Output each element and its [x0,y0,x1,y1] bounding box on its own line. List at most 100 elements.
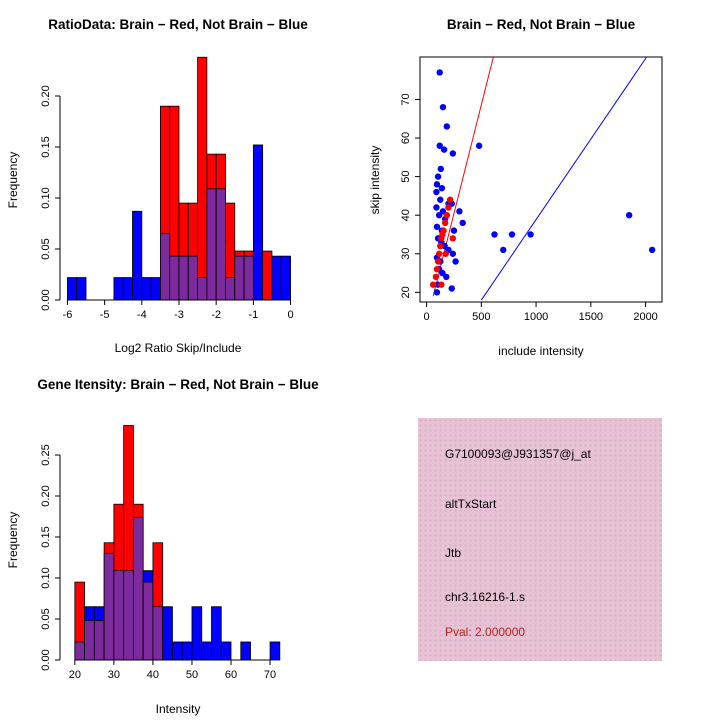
histogram-bar [280,255,291,301]
plot-box [419,56,663,303]
x-tick-label: 60 [225,669,237,681]
y-tick-label: 0.15 [40,136,52,157]
scatter-point-blue [436,69,443,76]
scatter-xlabel: include intensity [498,344,584,358]
scatter-point-blue [648,246,656,254]
scatter-point-blue [448,285,455,292]
x-tick-label: -4 [137,309,147,321]
gene-hist-title: Gene Itensity: Brain − Red, Not Brain − … [37,377,319,392]
y-tick-label: 60 [400,132,412,144]
scatter-point-blue [433,289,441,296]
gene-hist-xlabel: Intensity [155,702,201,716]
histogram-bar-overlap [197,277,208,301]
scatter-point-red [443,211,451,219]
x-tick-label: -6 [63,309,73,321]
scatter-point-blue [437,196,444,203]
y-tick-label: 0.10 [40,187,52,208]
y-tick-label: 0.05 [40,238,52,259]
y-tick-label: 0.25 [40,444,52,465]
chromosome-location-text: chr3.16216-1.s [445,590,526,604]
histogram-bar [220,641,232,661]
scatter-point-blue [443,273,450,281]
scatter-point-red [445,204,452,211]
scatter-point-blue [449,150,457,157]
scatter-point-red [449,235,457,242]
y-tick-label: 0.15 [40,526,52,547]
histogram-bar-overlap [159,233,171,301]
fit-line [480,56,648,301]
histogram-bar-overlap [187,255,198,301]
histogram-bar-overlap [234,255,245,301]
histogram-bar [76,277,87,301]
y-tick-label: 70 [400,93,412,105]
scatter-point-blue [456,208,463,215]
histogram-bar [181,641,193,661]
scatter-point-red [441,219,449,227]
histogram-bar [269,641,281,661]
histogram-bar-overlap [169,255,180,301]
x-tick-label: 1500 [579,311,603,323]
histogram-bar [262,250,273,301]
y-tick-label: 50 [400,170,412,182]
scatter-point-red [446,196,454,203]
event-type-text: altTxStart [445,497,497,511]
y-tick-label: 0.20 [40,85,52,106]
histogram-bar-overlap [84,620,95,661]
x-tick-label: 500 [472,311,490,323]
histogram-bar-overlap [133,516,144,661]
histogram-bar [113,277,124,301]
gene-name-text: Jtb [445,546,462,560]
scatter-point-red [435,250,443,257]
fit-line [432,56,494,297]
scatter-point-blue [434,173,442,180]
scatter-point-blue [438,184,446,192]
y-tick-label: 0.00 [40,289,52,310]
pval-text: Pval: 2.000000 [445,625,526,639]
scatter-point-blue [437,165,445,173]
scatter-point-red [442,250,449,257]
histogram-bar [252,144,264,301]
histogram-bar [172,641,183,661]
histogram-bar-overlap [152,606,164,661]
ratio-histogram-plot: -6 -5 -4 -3 -2 -1 0 0.00 0.05 0.10 0.15 0.20 [40,56,294,321]
scatter-point-red [432,273,440,281]
x-tick-label: -3 [174,309,184,321]
x-tick-label: -2 [211,309,221,321]
x-tick-label: 0 [424,311,430,323]
scatter-point-blue [459,219,466,227]
scatter-point-red [440,227,447,234]
x-tick-label: 1000 [524,311,548,323]
scatter-point-red [438,281,445,288]
scatter-point-red [437,242,444,250]
x-tick-label: 70 [264,669,276,681]
scatter-title: Brain − Red, Not Brain − Blue [446,17,636,32]
ratio-hist-xlabel: Log2 Ratio Skip/Include [114,341,242,355]
x-tick-label: -5 [100,309,110,321]
histogram-bar [162,606,173,661]
scatter-point-blue [625,211,633,219]
histogram-bar-overlap [123,570,134,661]
scatter-point-blue [440,146,448,153]
scatter-point-blue [433,223,441,230]
x-tick-label: 50 [186,669,198,681]
histogram-bar-overlap [178,255,189,301]
scatter-point-blue [491,231,498,238]
histogram-bar [67,277,78,301]
histogram-bar [197,56,208,301]
scatter-point-blue [449,250,457,257]
histogram-bar [132,210,143,301]
scatter-point-red [433,266,441,273]
histogram-bar [201,641,212,661]
histogram-bar [122,277,133,301]
scatter-point-blue [433,204,440,211]
x-tick-label: 2000 [633,311,657,323]
y-tick-label: 40 [400,209,412,221]
gene-info-box: G7100093@J931357@j_at altTxStart Jtb chr… [418,418,662,661]
scatter-point-blue [508,231,516,238]
x-tick-label: 0 [287,309,293,321]
x-tick-label: -1 [248,309,258,321]
histogram-bar-overlap [113,570,125,661]
y-tick-label: 0.10 [40,567,52,588]
histogram-bar-overlap [74,641,85,661]
